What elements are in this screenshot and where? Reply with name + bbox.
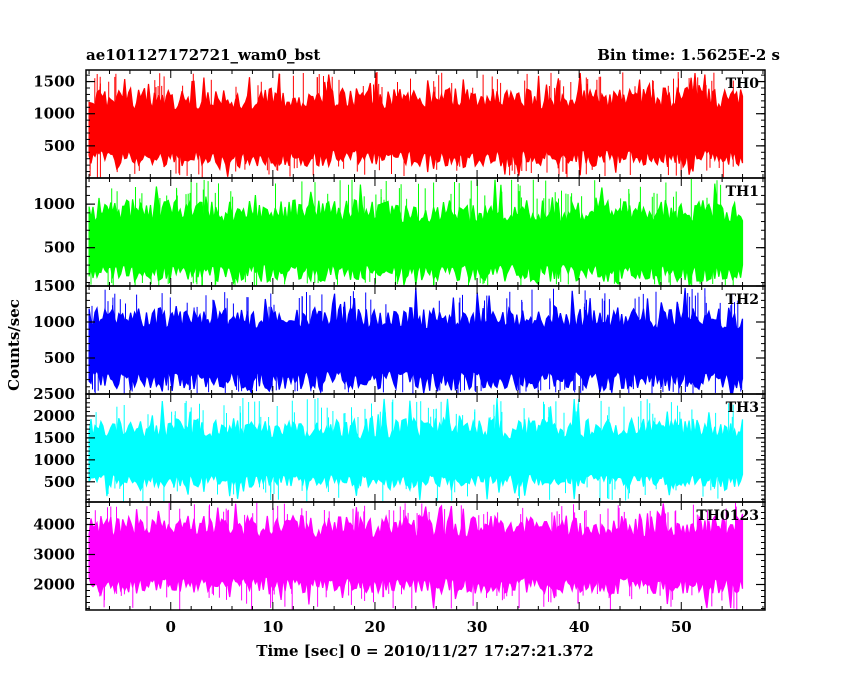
y-tick-label: 500 [44,473,75,491]
panel-th1: 500 1000 TH1 [33,177,766,287]
x-tick-label: 0 [166,618,176,636]
panel-label-th3: TH3 [726,400,759,416]
y-tick-label: 500 [44,239,75,257]
series-th3 [88,398,744,501]
panel-label-th2: TH2 [726,292,759,308]
y-tick-label: 4000 [33,516,75,534]
y-tick-label: 1000 [33,195,75,213]
panel-label-th0: TH0 [726,76,760,92]
y-tick-label: 1500 [33,277,75,295]
y-tick-label: 1000 [33,105,75,123]
panel-th0: 500 1000 1500 TH0 [33,69,766,179]
panel-label-th1: TH1 [726,184,759,200]
y-tick-label: 2000 [33,576,75,594]
y-axis-label: Counts/sec [5,299,23,391]
y-tick-label: 3000 [33,546,75,564]
panel-th0123: 2000 3000 4000 TH0123 [33,501,766,611]
series-th0123 [88,503,744,609]
series-th0 [88,72,744,177]
x-axis: 0 10 20 30 40 50 [166,618,692,636]
panel-frame [85,501,766,611]
panel-th2: 500 1000 1500 TH2 [33,277,766,395]
series-th2 [88,287,744,394]
chart-title: ae101127172721_wam0_bst [86,46,320,64]
series-th1 [88,179,744,286]
x-tick-label: 40 [569,618,590,636]
y-tick-label: 1500 [33,73,75,91]
x-tick-label: 30 [467,618,488,636]
x-tick-label: 10 [262,618,283,636]
panel-th3: 500 1000 1500 2000 2500 TH3 [33,385,766,503]
bin-time-label: Bin time: 1.5625E-2 s [597,46,780,64]
y-tick-label: 500 [44,137,75,155]
y-tick-label: 1500 [33,429,75,447]
x-tick-label: 20 [365,618,386,636]
y-tick-label: 1000 [33,313,75,331]
y-tick-label: 500 [44,349,75,367]
y-tick-label: 2500 [33,385,75,403]
x-tick-label: 50 [671,618,692,636]
y-tick-label: 1000 [33,451,75,469]
panel-label-th0123: TH0123 [696,508,759,524]
y-tick-label: 2000 [33,407,75,425]
x-axis-label: Time [sec] 0 = 2010/11/27 17:27:21.372 [256,642,593,660]
